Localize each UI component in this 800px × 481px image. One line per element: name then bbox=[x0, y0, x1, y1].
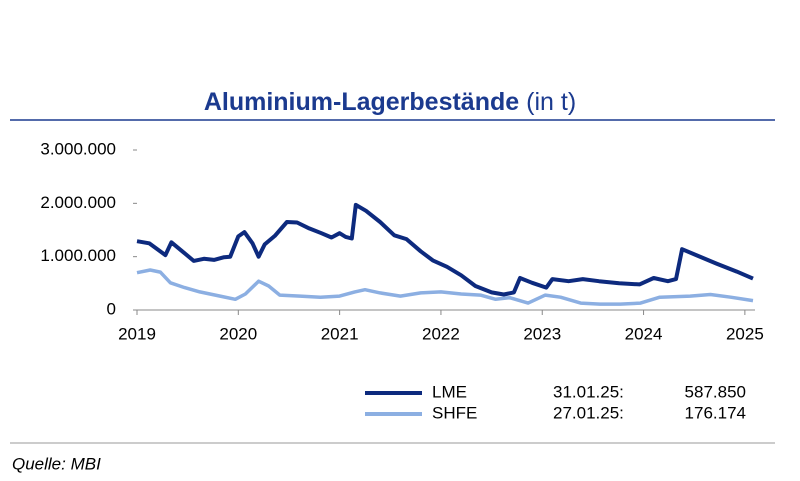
legend-value: 587.850 bbox=[685, 382, 746, 401]
legend-value: 176.174 bbox=[685, 403, 746, 422]
legend-label: SHFE bbox=[432, 403, 477, 422]
legend-label: LME bbox=[432, 382, 467, 401]
y-tick-label: 3.000.000 bbox=[40, 139, 116, 158]
line-series bbox=[136, 268, 754, 306]
chart-title: Aluminium-Lagerbestände (in t) bbox=[204, 88, 576, 116]
y-tick-label: 0 bbox=[107, 299, 116, 318]
x-tick-label: 2024 bbox=[625, 324, 663, 343]
legend-date: 27.01.25: bbox=[553, 403, 624, 422]
y-tick-label: 1.000.000 bbox=[40, 246, 116, 265]
source: Quelle: MBI bbox=[12, 454, 101, 473]
line-series bbox=[136, 202, 754, 297]
x-tick-label: 2025 bbox=[726, 324, 764, 343]
title-unit: (in t) bbox=[526, 88, 576, 116]
x-tick-label: 2021 bbox=[321, 324, 359, 343]
x-tick-label: 2022 bbox=[422, 324, 460, 343]
x-tick-label: 2019 bbox=[118, 324, 156, 343]
legend-date: 31.01.25: bbox=[553, 382, 624, 401]
x-tick-label: 2020 bbox=[219, 324, 257, 343]
y-tick-label: 2.000.000 bbox=[40, 193, 116, 212]
title-main: Aluminium-Lagerbestände bbox=[204, 88, 519, 116]
x-tick-label: 2023 bbox=[523, 324, 561, 343]
